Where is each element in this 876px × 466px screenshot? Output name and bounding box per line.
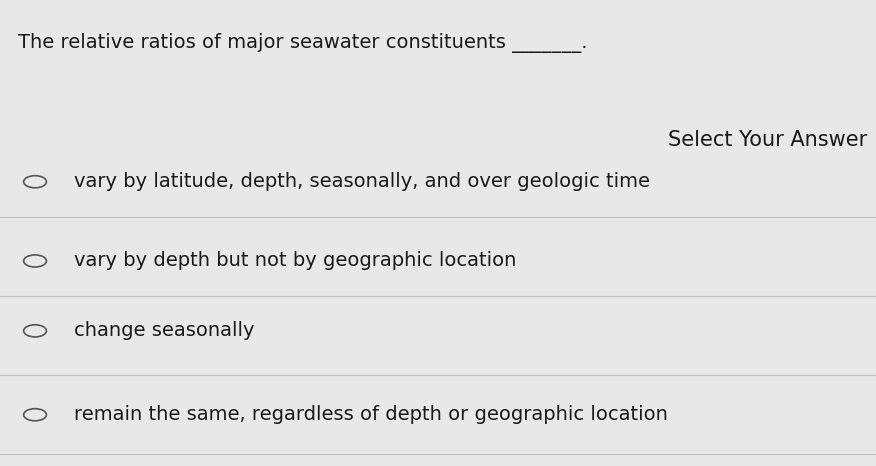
Text: vary by latitude, depth, seasonally, and over geologic time: vary by latitude, depth, seasonally, and… — [74, 172, 651, 191]
Text: remain the same, regardless of depth or geographic location: remain the same, regardless of depth or … — [74, 405, 668, 424]
Text: The relative ratios of major seawater constituents _______.: The relative ratios of major seawater co… — [18, 33, 587, 53]
Text: vary by depth but not by geographic location: vary by depth but not by geographic loca… — [74, 252, 517, 270]
Text: change seasonally: change seasonally — [74, 322, 255, 340]
Text: Select Your Answer: Select Your Answer — [668, 130, 867, 151]
